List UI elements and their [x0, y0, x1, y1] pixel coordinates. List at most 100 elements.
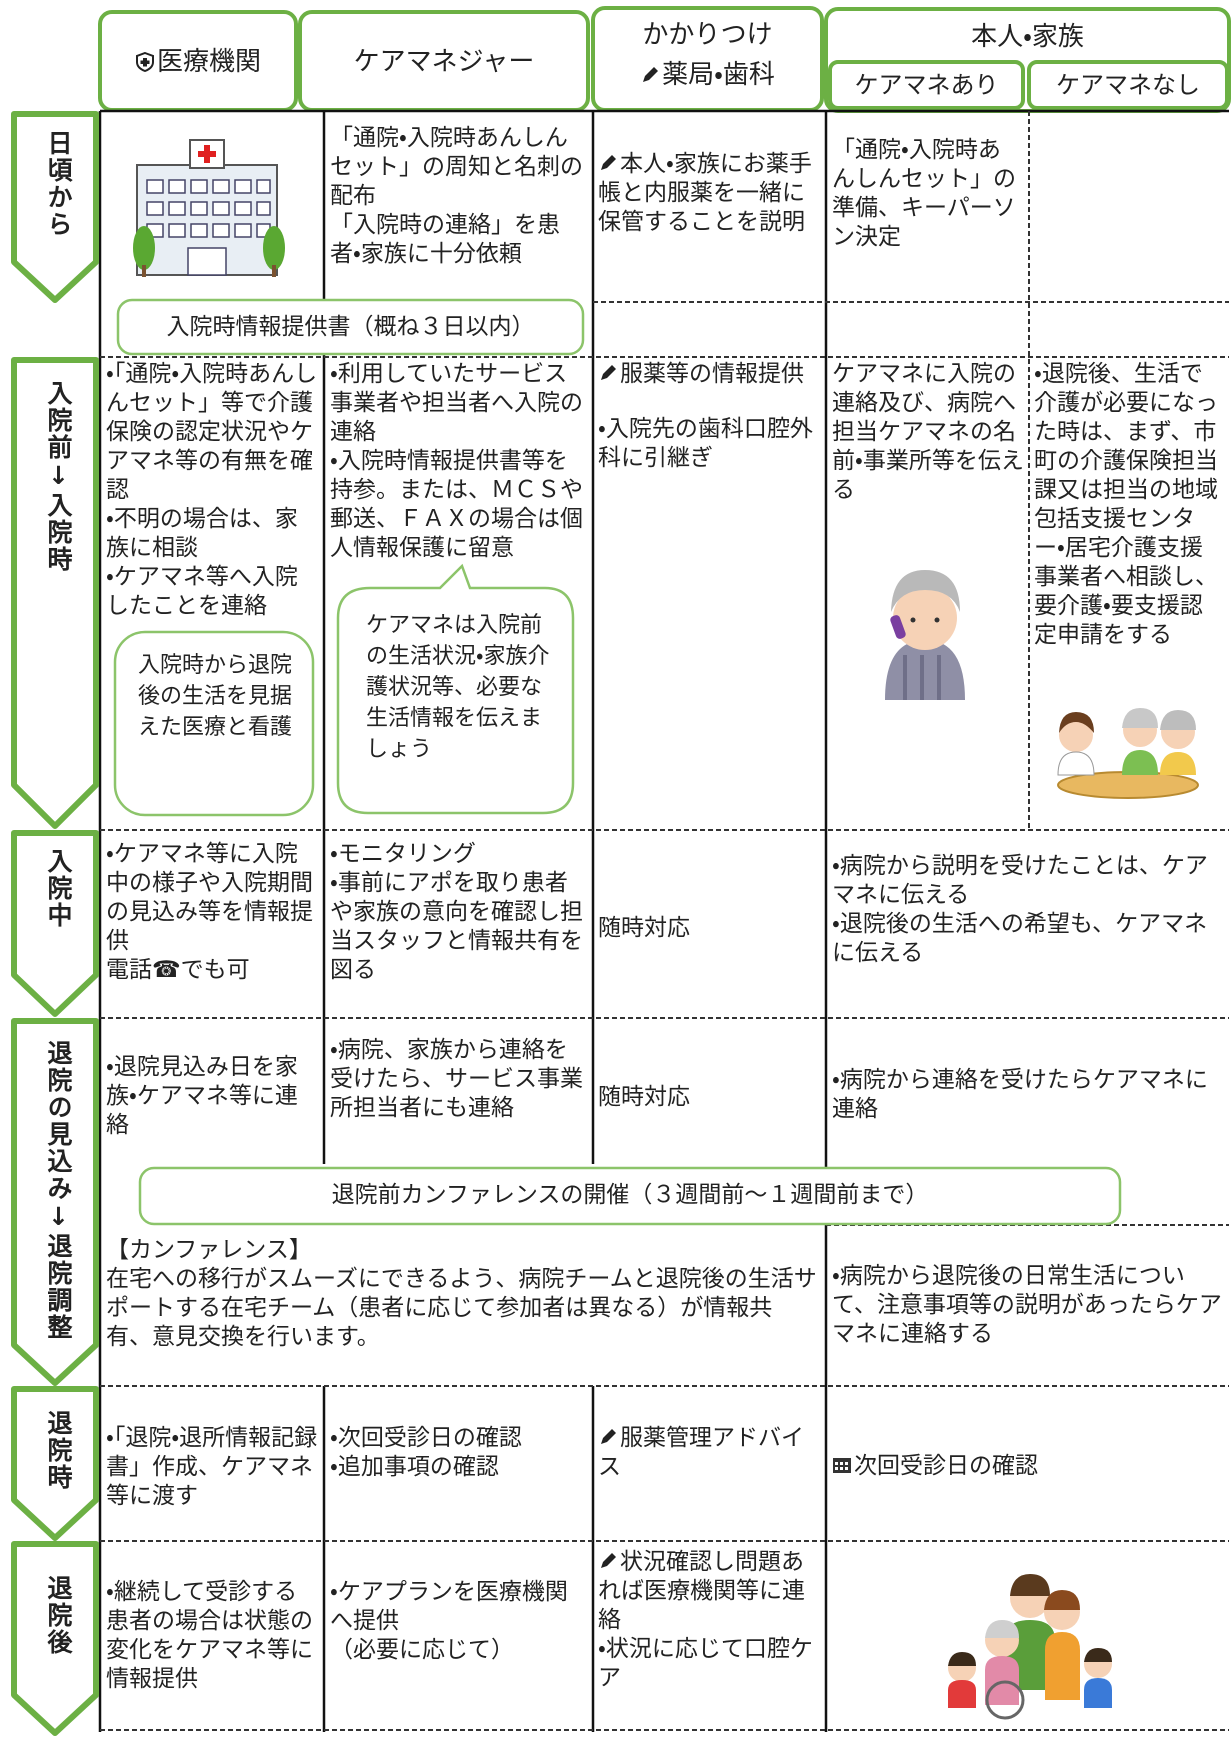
cell-text: ・病院から退院後の日常生活について、注意事項等の説明があったらケアマネに連絡する — [832, 1263, 1222, 1347]
cell-text: 「入院時の連絡」を患者・家族に十分依頼 — [330, 212, 560, 267]
stage-arrow — [11, 1018, 99, 1386]
header-text: 薬局・歯科 — [662, 60, 775, 90]
cell: ・病院から退院後の日常生活について、注意事項等の説明があったらケアマネに連絡する — [832, 1262, 1224, 1349]
family-illustration — [948, 1574, 1112, 1720]
header-cell: 薬局・歯科 — [593, 60, 822, 90]
stage-label: 入院前↓入院時 — [44, 380, 73, 573]
cell: 「通院・入院時あんしんセット」の周知と名刺の配布 「入院時の連絡」を患者・家族に… — [330, 124, 588, 269]
cell-text: （必要に応じて） — [330, 1637, 514, 1663]
cell-text: 「通院・入院時あんしんセット」の準備、キーパーソン決定 — [832, 137, 1016, 250]
cell: ・モニタリング ・事前にアポを取り患者や家族の意向を確認し担当スタッフと情報共有… — [330, 840, 588, 985]
cell-text: 随時対応 — [598, 1084, 690, 1110]
cell-text: ・ケアプランを医療機関へ提供 — [330, 1579, 568, 1634]
cell-text: 「通院・入院時あんしんセット」の周知と名刺の配布 — [330, 125, 583, 209]
consultation-illustration — [1057, 708, 1199, 799]
cell: ・ケアマネ等に入院中の様子や入院期間の見込み等を情報提供 電話☎でも可 — [106, 840, 320, 985]
cell-text: 服薬管理アドバイス — [598, 1425, 804, 1480]
shield-icon — [135, 51, 154, 73]
cell: ・病院、家族から連絡を受けたら、サービス事業所担当者にも連絡 — [330, 1036, 588, 1123]
cell-text: 状況確認し問題あれば医療機関等に連絡 — [598, 1549, 805, 1633]
cell-text: ・退院後の生活への希望も、ケアマネに伝える — [832, 911, 1208, 966]
cell: ・退院見込み日を家族・ケアマネ等に連絡 — [106, 1053, 320, 1140]
pen-icon — [643, 67, 659, 82]
cell: ・病院から説明を受けたことは、ケアマネに伝える ・退院後の生活への希望も、ケアマ… — [832, 852, 1224, 968]
cell-text: ケアマネに入院の連絡及び、病院へ担当ケアマネの名前・事業所等を伝える — [832, 361, 1024, 503]
cell-text: 服薬等の情報提供 — [620, 361, 804, 387]
cell-text: ・「通院・入院時あんしんセット」等で介護保険の認定状況やケアマネ等の有無を確認 — [106, 361, 318, 503]
cell-text: 本人・家族にお薬手帳と内服薬を一緒に保管することを説明 — [598, 151, 812, 235]
pen-icon — [601, 155, 616, 170]
cell-text: 【カンファレンス】 — [106, 1237, 312, 1263]
cell: 服薬等の情報提供 ・入院先の歯科口腔外科に引継ぎ — [598, 360, 820, 473]
hospital-illustration — [133, 139, 285, 277]
cell-text: ・利用していたサービス事業者や担当者へ入院の連絡 — [330, 361, 583, 445]
cell: ・次回受診日の確認 ・追加事項の確認 — [330, 1424, 588, 1482]
bubble-text: 入院時から退院後の生活を見据えた医療と看護 — [138, 653, 293, 740]
cell: 随時対応 — [598, 1083, 820, 1112]
cell: ・継続して受診する患者の場合は状態の変化をケアマネ等に情報提供 — [106, 1578, 320, 1694]
header-text: ケアマネあり — [854, 71, 999, 99]
cell-text: 次回受診日の確認 — [854, 1453, 1038, 1479]
cell: 「通院・入院時あんしんセット」の準備、キーパーソン決定 — [832, 136, 1022, 252]
stage-label: 入院中 — [44, 848, 73, 929]
cell: ケアマネに入院の連絡及び、病院へ担当ケアマネの名前・事業所等を伝える — [832, 360, 1024, 505]
cell: ・「退院・退所情報記録書」作成、ケアマネ等に渡す — [106, 1424, 320, 1511]
person-illustration — [885, 570, 965, 700]
cell: 服薬管理アドバイス — [598, 1424, 820, 1482]
cell-text: 随時対応 — [598, 915, 690, 941]
cell-text: ・モニタリング — [330, 841, 476, 867]
cell: 次回受診日の確認 — [832, 1452, 1224, 1481]
cell: ・退院後、生活で介護が必要になった時は、まず、市町の介護保険担当課又は担当の地域… — [1034, 360, 1224, 650]
pen-icon — [601, 1553, 616, 1568]
header-text: かかりつけ — [642, 20, 773, 50]
stage-arrow — [11, 830, 99, 1017]
cell-text: ・状況に応じて口腔ケア — [598, 1636, 813, 1691]
cell: 【カンファレンス】 在宅への移行がスムーズにできるよう、病院チームと退院後の生活… — [106, 1236, 818, 1352]
cell-line: 服薬管理アドバイス — [598, 1424, 820, 1482]
header-text: 本人・家族 — [971, 22, 1084, 52]
cell-text: ・継続して受診する患者の場合は状態の変化をケアマネ等に情報提供 — [106, 1579, 313, 1692]
header-box — [1027, 60, 1229, 110]
stage-label: 日頃から — [44, 130, 73, 238]
note-text: 退院前カンファレンスの開催（３週間前～１週間前まで） — [331, 1182, 929, 1208]
note-bar — [116, 298, 585, 356]
cell-line: 服薬等の情報提供 — [598, 360, 820, 389]
cell-line: 状況確認し問題あれば医療機関等に連絡 — [598, 1548, 820, 1635]
cell-text: ・入院先の歯科口腔外科に引継ぎ — [598, 416, 813, 471]
cell-line: 次回受診日の確認 — [832, 1452, 1224, 1481]
bubble-text: ケアマネは入院前の生活状況・家族介護状況等、必要な生活情報を伝えましょう — [366, 613, 550, 762]
cell: 本人・家族にお薬手帳と内服薬を一緒に保管することを説明 — [598, 150, 820, 237]
note-text: 入院時情報提供書（概ね３日以内） — [166, 314, 535, 340]
cell-text: ・退院後、生活で介護が必要になった時は、まず、市町の介護保険担当課又は担当の地域… — [1034, 361, 1218, 648]
cell-text: ・病院から連絡を受けたらケアマネに連絡 — [832, 1067, 1208, 1122]
cell: ・「通院・入院時あんしんセット」等で介護保険の認定状況やケアマネ等の有無を確認 … — [106, 360, 320, 621]
stage-label: 退院時 — [44, 1410, 73, 1491]
cell-text: ・ケアマネ等へ入院したことを連絡 — [106, 564, 298, 619]
stage-label: 退院の見込み↓退院調整 — [44, 1040, 73, 1341]
header-box — [828, 60, 1025, 110]
pen-icon — [601, 1429, 616, 1444]
cell-text: ・「退院・退所情報記録書」作成、ケアマネ等に渡す — [106, 1425, 318, 1509]
header-text: ケアマネなし — [1056, 71, 1200, 99]
cell-text: ・不明の場合は、家族に相談 — [106, 506, 298, 561]
cell-line: 本人・家族にお薬手帳と内服薬を一緒に保管することを説明 — [598, 150, 820, 237]
note-bar — [138, 1166, 1122, 1226]
header-text: 医療機関 — [156, 47, 261, 77]
speech-bubble — [113, 630, 315, 817]
stage-arrow — [11, 357, 99, 829]
cell-text: ・病院から説明を受けたことは、ケアマネに伝える — [832, 853, 1208, 908]
cell: 随時対応 — [598, 914, 820, 943]
calendar-icon — [833, 1458, 851, 1473]
cell-text: ・入院時情報提供書等を持参。または、ＭＣＳや郵送、ＦＡＸの場合は個人情報保護に留… — [330, 448, 583, 561]
pen-icon — [601, 365, 616, 380]
stage-label: 退院後 — [44, 1575, 73, 1656]
cell-text: ・事前にアポを取り患者や家族の意向を確認し担当スタッフと情報共有を図る — [330, 870, 583, 983]
cell: 状況確認し問題あれば医療機関等に連絡 ・状況に応じて口腔ケア — [598, 1548, 820, 1693]
stage-arrow — [11, 111, 99, 303]
stage-arrow — [11, 1386, 99, 1541]
header-cell: 医療機関 — [100, 47, 296, 77]
cell-text: 電話☎でも可 — [106, 957, 250, 983]
speech-bubble — [336, 563, 575, 815]
